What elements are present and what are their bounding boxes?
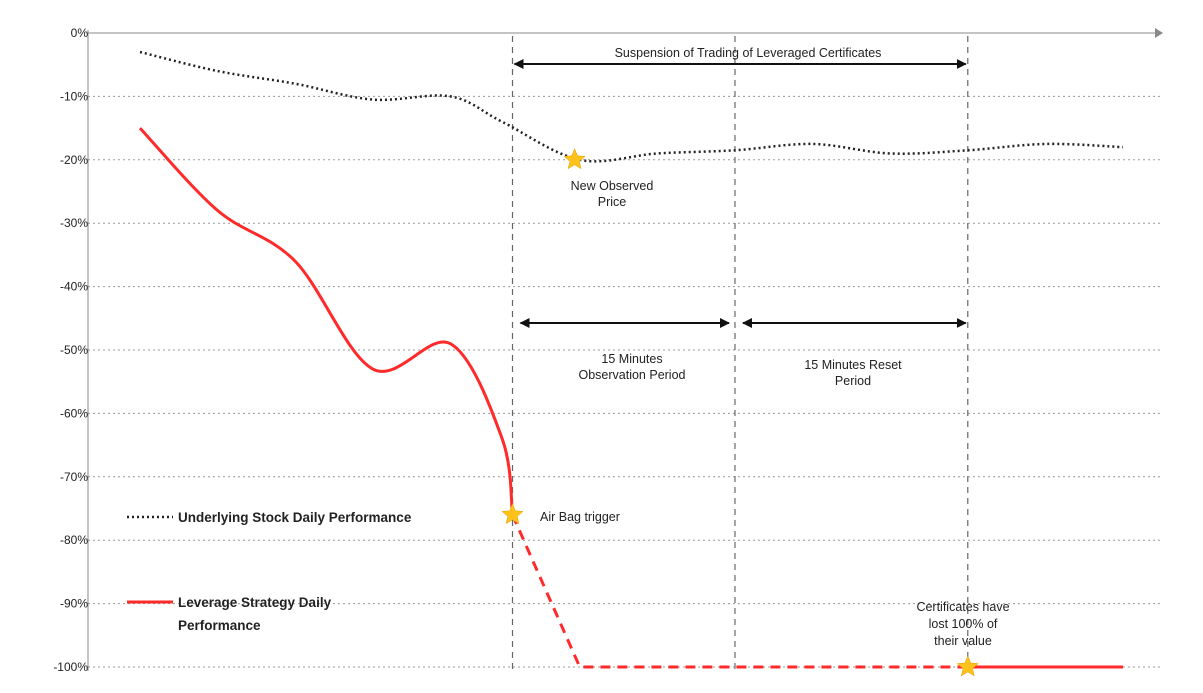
y-tick-label: -40%	[60, 280, 88, 294]
lost-label-line1: Certificates have	[916, 600, 1009, 614]
y-tick-label: -80%	[60, 533, 88, 547]
x-axis-arrowhead	[1155, 28, 1163, 38]
y-tick-label: -30%	[60, 216, 88, 230]
y-tick-label: -50%	[60, 343, 88, 357]
y-tick-label: 0%	[71, 26, 89, 40]
reset-label-line1: 15 Minutes Reset	[804, 358, 902, 372]
observation-label-line1: 15 Minutes	[601, 352, 662, 366]
legend-leverage-label-line1: Leverage Strategy Daily	[178, 595, 332, 610]
event-markers	[501, 148, 979, 677]
star-marker	[956, 655, 979, 677]
y-tick-label: -60%	[60, 406, 88, 420]
suspension-label: Suspension of Trading of Leveraged Certi…	[615, 46, 882, 60]
legend-leverage-label-line2: Performance	[178, 618, 261, 633]
series-group	[138, 50, 1124, 669]
y-tick-label: -10%	[60, 89, 88, 103]
new-price-label-line1: New Observed	[571, 179, 654, 193]
star-marker	[563, 148, 586, 170]
y-tick-label: -90%	[60, 597, 88, 611]
leverage-series-dashed	[511, 514, 968, 669]
y-tick-label: -100%	[53, 660, 88, 674]
new-price-label-line2: Price	[598, 195, 627, 209]
y-tick-label: -20%	[60, 153, 88, 167]
lost-label-line2: lost 100% of	[929, 617, 998, 631]
y-tick-labels: 0% -10% -20% -30% -40% -50% -60% -70% -80% -90% -1…	[53, 26, 88, 674]
axis	[87, 28, 1163, 671]
observation-label-line2: Observation Period	[578, 368, 685, 382]
reset-label-line2: Period	[835, 374, 871, 388]
grid	[88, 32, 1160, 668]
lost-label-line3: their value	[934, 634, 992, 648]
leverage-series-line	[138, 127, 514, 516]
stock-series-line	[139, 50, 1124, 163]
legend-stock-label: Underlying Stock Daily Performance	[178, 510, 412, 525]
period-arrows	[513, 59, 967, 328]
y-tick-label: -70%	[60, 470, 88, 484]
star-marker	[501, 503, 524, 525]
period-dividers	[511, 36, 969, 672]
airbag-label: Air Bag trigger	[540, 510, 620, 524]
